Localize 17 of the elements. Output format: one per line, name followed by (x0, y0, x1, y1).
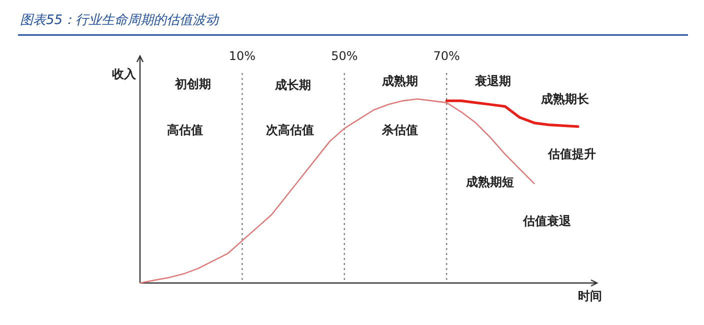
text: 成长期 (274, 78, 311, 92)
annotation: 高估值 (167, 123, 203, 137)
annotation: 成熟期短 (465, 175, 514, 189)
x-tick-label: 50% (331, 49, 358, 63)
text: 成熟期 (381, 74, 418, 88)
text: 初创期 (174, 77, 211, 91)
x-axis-title: 时间 (578, 289, 602, 303)
y-axis-title: 收入 (112, 67, 137, 81)
annotation: 杀估值 (381, 123, 418, 137)
text: 衰退期 (474, 74, 511, 88)
annotation: 估值衰退 (522, 214, 572, 228)
annotation: 次高估值 (266, 123, 314, 137)
x-tick-label: 10% (228, 49, 256, 63)
x-tick-label: 70% (433, 49, 460, 63)
annotation: 估值提升 (547, 147, 596, 161)
annotation: 成熟期长 (540, 92, 590, 106)
chart-title: 图表55：行业生命周期的估值波动 (20, 13, 220, 28)
